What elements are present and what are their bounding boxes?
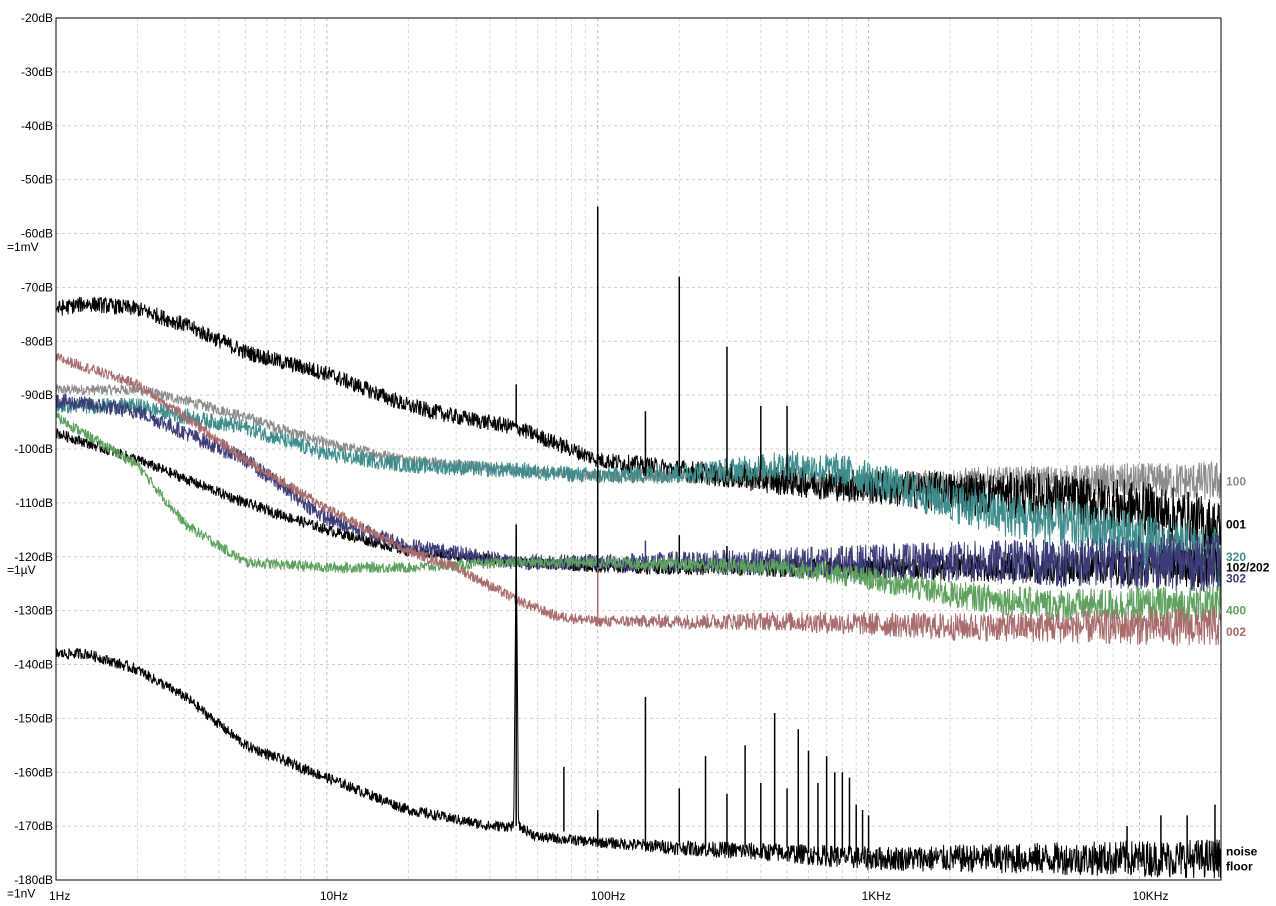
series-line	[55, 352, 1222, 646]
y-tick-label: -60dB	[21, 227, 53, 241]
x-tick-label: 10Hz	[320, 889, 348, 903]
spike-layer	[515, 206, 1216, 859]
x-tick-label: 1KHz	[862, 889, 891, 903]
y-unit-note: =1mV	[7, 240, 39, 254]
axis-labels: -20dB -30dB -40dB -50dB -60dB -70dB -80dB -90dB…	[7, 11, 1168, 903]
series-label: floor	[1226, 859, 1253, 873]
series-label: 400	[1226, 604, 1246, 618]
series-label: 100	[1226, 474, 1246, 488]
series-line	[55, 393, 1222, 592]
y-tick-label: -150dB	[14, 711, 53, 725]
y-unit-note: =1nV	[7, 886, 35, 900]
x-tick-label: 10KHz	[1132, 889, 1168, 903]
series-label: 102/202	[1226, 561, 1270, 575]
y-tick-label: -100dB	[14, 442, 53, 456]
series-line	[55, 397, 1222, 587]
y-tick-label: -50dB	[21, 173, 53, 187]
series-label: 302	[1226, 571, 1246, 585]
y-tick-label: -20dB	[21, 11, 53, 25]
y-tick-label: -180dB	[14, 873, 53, 887]
y-tick-label: -70dB	[21, 280, 53, 294]
y-tick-label: -130dB	[14, 604, 53, 618]
series-label: 002	[1226, 625, 1246, 639]
y-tick-label: -30dB	[21, 65, 53, 79]
y-tick-label: -120dB	[14, 550, 53, 564]
series-label: 320	[1226, 550, 1246, 564]
y-unit-note: =1µV	[7, 563, 36, 577]
series-label: noise	[1226, 844, 1258, 858]
y-tick-label: -140dB	[14, 658, 53, 672]
y-tick-label: -110dB	[15, 496, 53, 510]
y-tick-label: -40dB	[21, 119, 53, 133]
y-tick-label: -160dB	[14, 765, 53, 779]
series-label: 001	[1226, 517, 1246, 531]
series-layer	[55, 296, 1222, 879]
series-line	[55, 412, 1222, 625]
y-tick-label: -170dB	[14, 819, 53, 833]
y-tick-label: -90dB	[21, 388, 53, 402]
y-tick-label: -80dB	[21, 334, 53, 348]
series-line	[55, 526, 1222, 879]
x-tick-label: 1Hz	[49, 889, 70, 903]
plot-frame	[55, 17, 1222, 881]
x-tick-label: 100Hz	[591, 889, 626, 903]
